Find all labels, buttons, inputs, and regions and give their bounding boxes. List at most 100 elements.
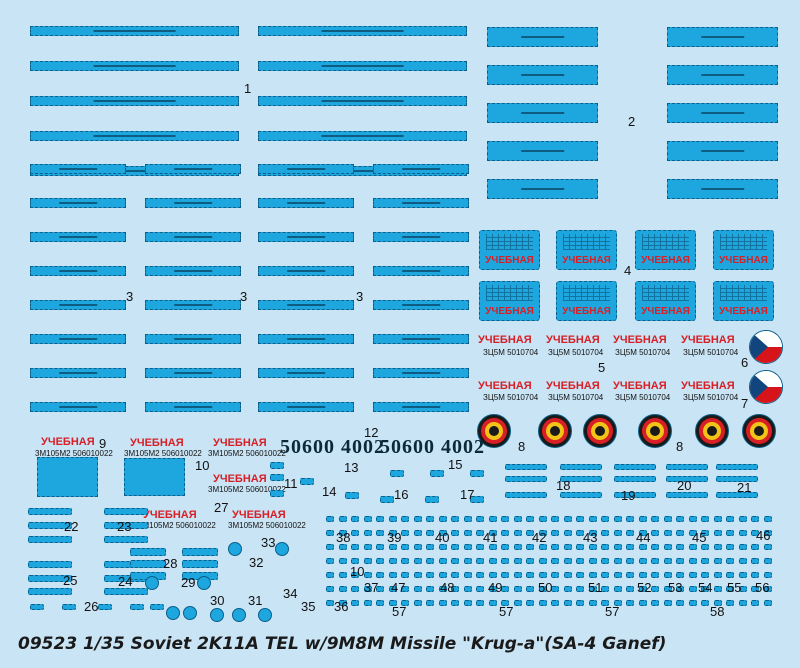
decal-strip (30, 164, 126, 174)
decal-text-mark (59, 202, 97, 204)
decal-strip (514, 516, 522, 522)
decal-strip (664, 586, 672, 592)
decal-text-mark (287, 372, 325, 374)
callout-number: 56 (755, 580, 770, 595)
small-round-decal (210, 608, 224, 622)
decal-strip (62, 604, 76, 610)
decal-strip (589, 530, 597, 536)
decal-strip (270, 462, 284, 469)
decal-strip (601, 530, 609, 536)
code-label: 3М105М2 506010022 (208, 485, 286, 494)
small-round-decal (258, 608, 272, 622)
decal-strip (576, 572, 584, 578)
decal-strip (258, 198, 354, 208)
decal-strip (739, 558, 747, 564)
decal-strip (414, 516, 422, 522)
decal-strip (130, 548, 166, 556)
code-label: ЗЦ5М 5010704 (615, 393, 671, 402)
decal-strip (376, 544, 384, 550)
decal-strip (373, 164, 469, 174)
decal-strip (364, 586, 372, 592)
decal-strip (30, 232, 126, 242)
decal-strip (258, 232, 354, 242)
callout-number: 32 (249, 555, 264, 570)
decal-strip (601, 558, 609, 564)
decal-strip (689, 586, 697, 592)
decal-strip (501, 516, 509, 522)
decal-strip (426, 586, 434, 592)
decal-strip (651, 558, 659, 564)
decal-strip (470, 470, 484, 477)
callout-number: 49 (488, 580, 503, 595)
callout-number: 23 (117, 519, 132, 534)
decal-strip (425, 496, 439, 503)
decal-plate: УЧЕБНАЯ (479, 281, 540, 321)
decal-strip (651, 530, 659, 536)
decal-strip (764, 530, 772, 536)
decal-strip (389, 572, 397, 578)
decal-strip (145, 402, 241, 412)
decal-text-mark (700, 150, 745, 152)
decal-strip (326, 530, 334, 536)
decal-strip (716, 492, 758, 498)
decal-strip (145, 266, 241, 276)
decal-strip (564, 558, 572, 564)
decal-strip (726, 544, 734, 550)
decal-strip (258, 300, 354, 310)
decal-strip (726, 586, 734, 592)
decal-text-mark (402, 236, 440, 238)
decal-strip (414, 558, 422, 564)
decal-text-mark (93, 135, 176, 137)
decal-strip (560, 476, 602, 482)
decal-text-mark (174, 406, 212, 408)
decal-strip (539, 600, 547, 606)
decal-plate: УЧЕБНАЯ (479, 230, 540, 270)
decal-strip (489, 530, 497, 536)
decal-strip (564, 600, 572, 606)
decal-strip (401, 586, 409, 592)
callout-number: 11 (284, 476, 298, 491)
decal-strip (339, 558, 347, 564)
decal-text-mark (287, 304, 325, 306)
decal-strip (380, 496, 394, 503)
decal-strip (764, 572, 772, 578)
decal-strip (451, 516, 459, 522)
decal-text-mark (520, 112, 565, 114)
decal-strip (676, 530, 684, 536)
decal-strip (373, 198, 469, 208)
decal-strip (414, 586, 422, 592)
decal-strip (339, 530, 347, 536)
decal-text-mark (287, 168, 325, 170)
decal-plate: УЧЕБНАЯ (713, 281, 774, 321)
decal-strip (689, 530, 697, 536)
ucheb-label: УЧЕБНАЯ (613, 334, 667, 346)
decal-strip (376, 558, 384, 564)
callout-number: 24 (118, 574, 133, 589)
decal-strip (326, 572, 334, 578)
decal-text-mark (321, 100, 404, 102)
decal-text-mark (700, 36, 745, 38)
decal-strip (464, 558, 472, 564)
callout-number: 18 (556, 478, 571, 493)
decal-strip (601, 572, 609, 578)
decal-strip (130, 604, 144, 610)
decal-strip (30, 198, 126, 208)
decal-strip (666, 476, 708, 482)
decal-strip (401, 544, 409, 550)
decal-text-mark (174, 236, 212, 238)
ucheb-label: УЧЕБНАЯ (478, 380, 532, 392)
decal-strip (351, 558, 359, 564)
decal-strip (104, 588, 148, 595)
decal-strip (689, 558, 697, 564)
decal-strip (589, 586, 597, 592)
decal-strip (714, 516, 722, 522)
decal-strip (464, 586, 472, 592)
decal-strip (451, 572, 459, 578)
decal-strip (501, 558, 509, 564)
callout-number: 52 (637, 580, 652, 595)
decal-strip (414, 572, 422, 578)
decal-strip (639, 544, 647, 550)
decal-strip (426, 544, 434, 550)
decal-strip (145, 368, 241, 378)
